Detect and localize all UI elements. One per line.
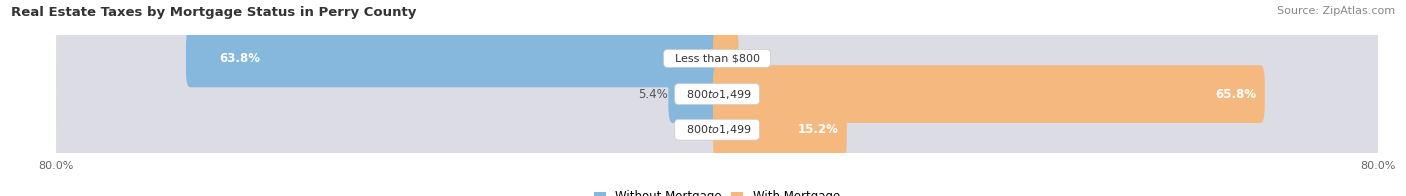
FancyBboxPatch shape — [186, 30, 721, 87]
Text: 63.8%: 63.8% — [219, 52, 260, 65]
Text: $800 to $1,499: $800 to $1,499 — [679, 123, 755, 136]
FancyBboxPatch shape — [713, 65, 1265, 123]
FancyBboxPatch shape — [56, 22, 1378, 95]
Text: 15.2%: 15.2% — [797, 123, 838, 136]
Text: $800 to $1,499: $800 to $1,499 — [679, 88, 755, 101]
FancyBboxPatch shape — [56, 57, 1378, 131]
Text: Source: ZipAtlas.com: Source: ZipAtlas.com — [1277, 6, 1395, 16]
Text: 2.1%: 2.1% — [738, 52, 769, 65]
FancyBboxPatch shape — [713, 101, 846, 159]
Text: 65.8%: 65.8% — [1215, 88, 1257, 101]
Text: Less than $800: Less than $800 — [668, 54, 766, 64]
FancyBboxPatch shape — [713, 30, 738, 87]
FancyBboxPatch shape — [668, 65, 721, 123]
FancyBboxPatch shape — [51, 37, 1384, 151]
FancyBboxPatch shape — [51, 73, 1384, 186]
FancyBboxPatch shape — [56, 93, 1378, 166]
FancyBboxPatch shape — [51, 2, 1384, 115]
Legend: Without Mortgage, With Mortgage: Without Mortgage, With Mortgage — [589, 186, 845, 196]
Text: Real Estate Taxes by Mortgage Status in Perry County: Real Estate Taxes by Mortgage Status in … — [11, 6, 416, 19]
Text: 5.4%: 5.4% — [638, 88, 668, 101]
